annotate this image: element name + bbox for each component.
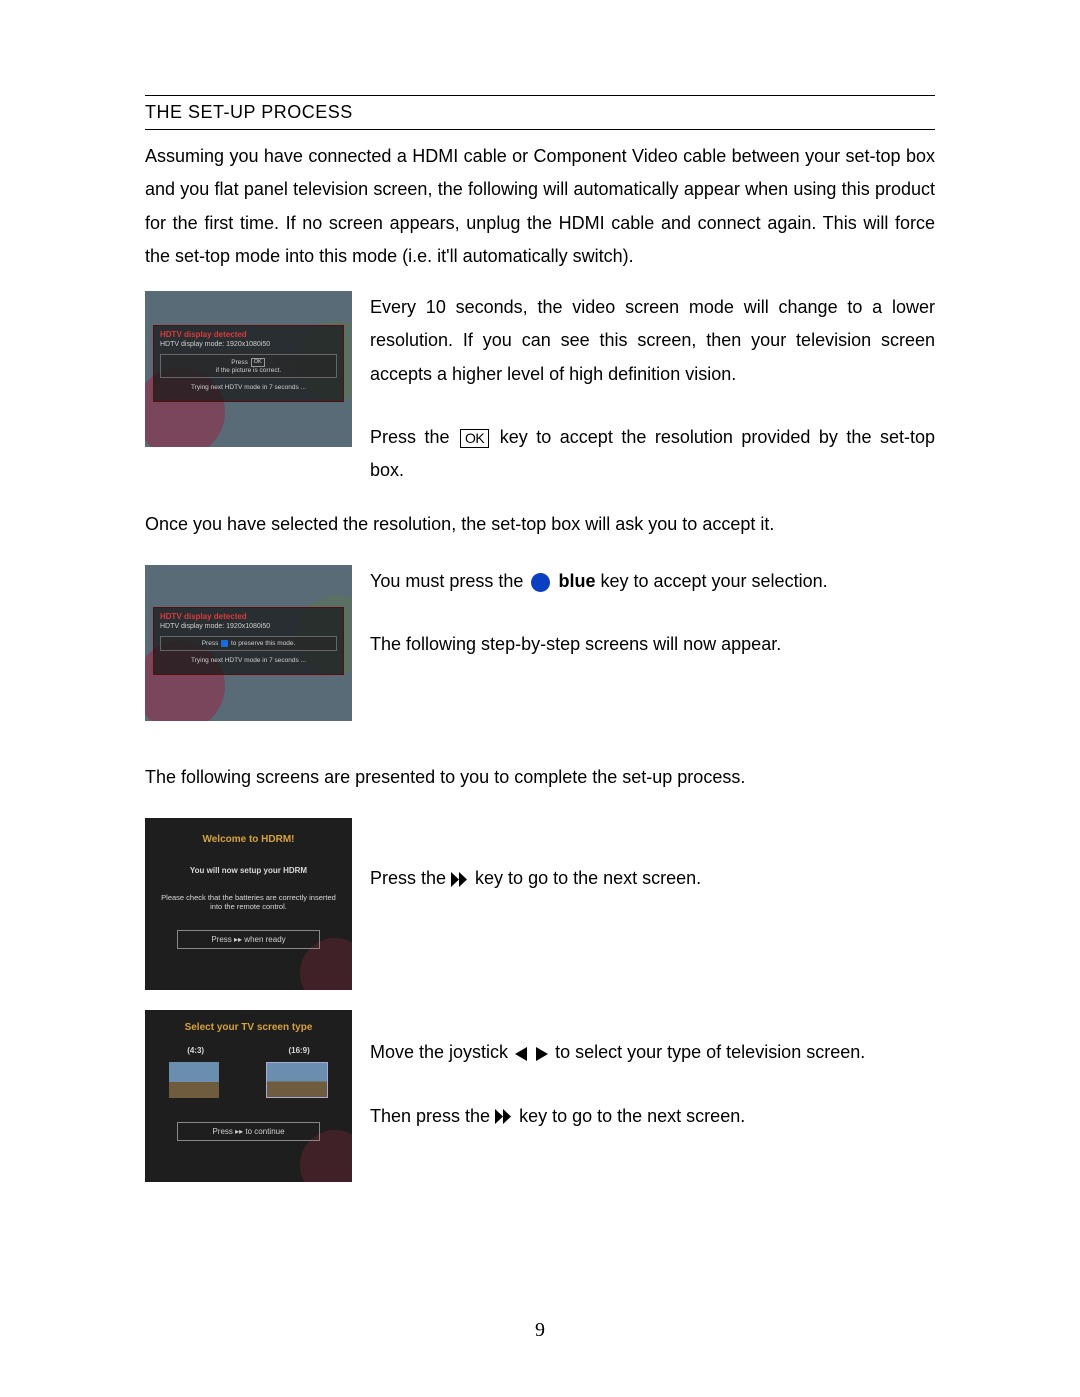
screenshot-hdtv-detect-blue: HDTV display detected HDTV display mode:… (145, 565, 352, 721)
prompt-pre: Press (231, 359, 248, 366)
aspect-thumbs (145, 1062, 352, 1098)
block-1: HDTV display detected HDTV display mode:… (145, 291, 935, 487)
hdtv-prompt: Press OK if the picture is correct. (160, 354, 337, 378)
screentype-button: Press ▸▸ to continue (177, 1122, 320, 1141)
welcome-title: Welcome to HDRM! (145, 834, 352, 845)
fast-forward-icon (451, 872, 470, 887)
hdtv-mode: HDTV display mode: 1920x1080i50 (160, 341, 337, 348)
blue-word: blue (558, 571, 595, 591)
block-2-text: You must press the blue key to accept yo… (370, 565, 935, 662)
welcome-button: Press ▸▸ when ready (177, 930, 320, 949)
fast-forward-icon-2 (495, 1109, 514, 1124)
screenshot-hdtv-detect-ok: HDTV display detected HDTV display mode:… (145, 291, 352, 447)
hdtv-footer: Trying next HDTV mode in 7 seconds ... (160, 384, 337, 391)
screentype-title: Select your TV screen type (145, 1022, 352, 1033)
thumb-4-3 (169, 1062, 219, 1098)
hdtv-footer-2: Trying next HDTV mode in 7 seconds ... (160, 657, 337, 664)
mid-text-1: Once you have selected the resolution, t… (145, 508, 935, 541)
b2p1-pre: You must press the (370, 571, 528, 591)
b2p1-post: key to accept your selection. (595, 571, 827, 591)
manual-page: THE SET-UP PROCESS Assuming you have con… (0, 0, 1080, 1182)
arrow-left-icon (513, 1046, 529, 1062)
block-4-text: Move the joystick to select your type of… (370, 1010, 935, 1133)
wbtn-post: when ready (244, 935, 285, 944)
section-title: THE SET-UP PROCESS (145, 102, 935, 123)
label-4-3: (4:3) (187, 1046, 204, 1055)
rule-under-title (145, 129, 935, 130)
blue-pill (221, 640, 228, 647)
p2-pre: Press the (370, 427, 458, 447)
block2-para1: You must press the blue key to accept yo… (370, 565, 935, 598)
welcome-line1: You will now setup your HDRM (145, 866, 352, 875)
thumb-16-9 (266, 1062, 328, 1098)
b4p2-post: key to go to the next screen. (514, 1106, 745, 1126)
block2-para2: The following step-by-step screens will … (370, 628, 935, 661)
intro-paragraph: Assuming you have connected a HDMI cable… (145, 140, 935, 273)
prompt2-pre: Press (202, 640, 219, 647)
ff-tiny-icon-2: ▸▸ (235, 1127, 243, 1136)
block1-para2: Press the OK key to accept the resolutio… (370, 421, 935, 488)
block-4: Select your TV screen type (4:3) (16:9) … (145, 1010, 935, 1182)
block3-para: Press the key to go to the next screen. (370, 862, 935, 895)
stbtn-post: to continue (245, 1127, 284, 1136)
screenshot-welcome: Welcome to HDRM! You will now setup your… (145, 818, 352, 990)
page-number: 9 (0, 1319, 1080, 1342)
hdtv-title-2: HDTV display detected (160, 612, 337, 621)
screenshot-screen-type: Select your TV screen type (4:3) (16:9) … (145, 1010, 352, 1182)
wbtn-pre: Press (211, 935, 231, 944)
mid-text-2: The following screens are presented to y… (145, 761, 935, 794)
block1-para1: Every 10 seconds, the video screen mode … (370, 291, 935, 391)
stbtn-pre: Press (212, 1127, 232, 1136)
aspect-labels: (4:3) (16:9) (145, 1046, 352, 1055)
block-3-text: Press the key to go to the next screen. (370, 818, 935, 895)
block-3: Welcome to HDRM! You will now setup your… (145, 818, 935, 990)
b4p1-pre: Move the joystick (370, 1042, 513, 1062)
ok-pill: OK (251, 358, 265, 367)
prompt2-post: to preserve this mode. (231, 640, 295, 647)
prompt-post: if the picture is correct. (216, 367, 281, 374)
ff-tiny-icon: ▸▸ (234, 935, 242, 944)
block-2: HDTV display detected HDTV display mode:… (145, 565, 935, 721)
b4p1-post: to select your type of television screen… (550, 1042, 865, 1062)
b3-post: key to go to the next screen. (470, 868, 701, 888)
arrow-right-icon (534, 1046, 550, 1062)
block4-para2: Then press the key to go to the next scr… (370, 1100, 935, 1133)
block4-para1: Move the joystick to select your type of… (370, 1036, 935, 1069)
ok-icon: OK (460, 429, 489, 448)
label-16-9: (16:9) (288, 1046, 309, 1055)
b4p2-pre: Then press the (370, 1106, 495, 1126)
hdtv-mode-2: HDTV display mode: 1920x1080i50 (160, 623, 337, 630)
welcome-line2: Please check that the batteries are corr… (145, 893, 352, 911)
block-1-text: Every 10 seconds, the video screen mode … (370, 291, 935, 487)
blue-dot-icon (531, 573, 550, 592)
rule-top (145, 95, 935, 96)
hdtv-title: HDTV display detected (160, 330, 337, 339)
hdtv-prompt-2: Press to preserve this mode. (160, 636, 337, 651)
b3-pre: Press the (370, 868, 451, 888)
